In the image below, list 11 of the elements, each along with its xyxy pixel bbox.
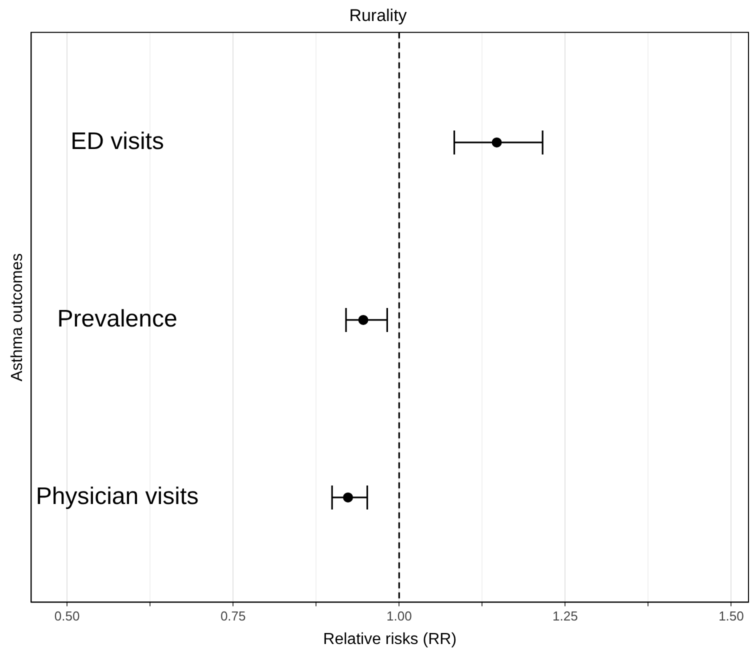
y-axis-title: Asthma outcomes — [9, 253, 26, 382]
x-tick-label: 1.50 — [718, 608, 744, 624]
x-tick-label: 0.50 — [54, 608, 80, 624]
x-axis-title: Relative risks (RR) — [323, 630, 457, 648]
y-tick-label: Physician visits — [36, 483, 199, 510]
x-tick-label: 1.25 — [552, 608, 578, 624]
y-tick-label: Prevalence — [57, 306, 178, 333]
y-tick-label: ED visits — [70, 128, 164, 156]
chart-title: Rurality — [349, 6, 408, 25]
x-tick-label: 0.75 — [220, 608, 246, 624]
x-tick-label: 1.00 — [386, 608, 412, 624]
